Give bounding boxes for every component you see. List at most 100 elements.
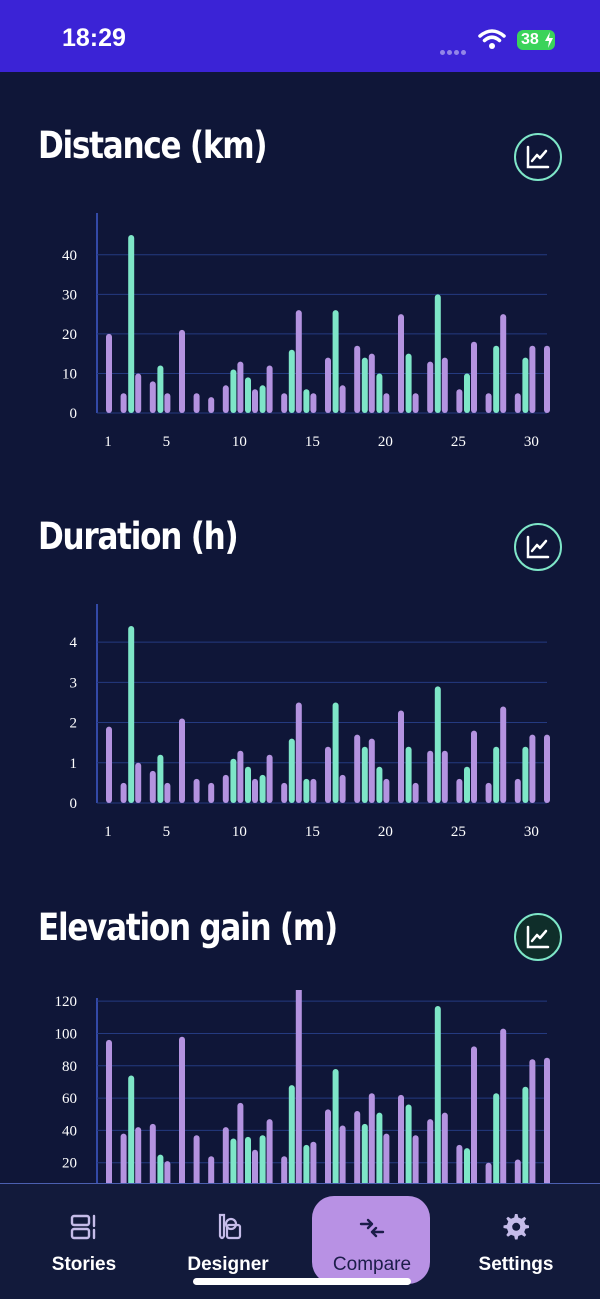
bar-series-1 — [120, 782, 127, 803]
bar-series-1 — [252, 1149, 258, 1183]
tab-designer[interactable]: Designer — [168, 1184, 288, 1299]
y-tick-label: 0 — [70, 406, 78, 422]
tab-settings-label: Settings — [478, 1254, 554, 1275]
bar-series-1 — [485, 1162, 492, 1183]
y-tick-label: 2 — [70, 716, 78, 732]
tab-compare-label: Compare — [332, 1254, 412, 1275]
bar-series-1 — [368, 738, 375, 803]
y-tick-label: 40 — [62, 248, 77, 264]
bar-series-1 — [354, 734, 361, 803]
y-tick-label: 30 — [62, 287, 77, 303]
duration-chart-toggle-button[interactable] — [514, 523, 562, 571]
bar-series-1 — [398, 314, 404, 413]
status-time: 18:29 — [62, 24, 126, 52]
bar-series-1 — [456, 1144, 463, 1183]
bar-series-1 — [471, 730, 477, 803]
charging-icon — [545, 32, 553, 48]
bar-series-1 — [383, 778, 390, 803]
bar-series-1 — [179, 1036, 185, 1183]
bar-series-1 — [544, 1057, 550, 1183]
bar-series-1 — [164, 393, 171, 413]
bar-series-1 — [237, 1102, 244, 1183]
bar-series-1 — [149, 381, 156, 413]
bar-series-1 — [427, 1119, 434, 1183]
bar-series-1 — [441, 750, 448, 803]
stories-icon — [70, 1214, 96, 1240]
line-chart-icon — [526, 925, 550, 949]
x-tick-label: 15 — [305, 434, 320, 450]
bar-series-1 — [514, 1159, 521, 1183]
y-tick-label: 60 — [62, 1091, 77, 1107]
bar-series-1 — [325, 357, 331, 413]
bar-series-1 — [485, 393, 492, 413]
bar-series-1 — [193, 393, 200, 413]
bar-series-2 — [332, 702, 339, 803]
bar-series-1 — [208, 1156, 215, 1183]
bar-series-2 — [361, 1123, 368, 1183]
x-tick-label: 30 — [524, 434, 539, 450]
tab-stories[interactable]: Stories — [24, 1184, 144, 1299]
bar-series-1 — [237, 361, 244, 413]
bar-series-1 — [354, 1111, 361, 1183]
bar-series-1 — [339, 774, 346, 803]
bar-series-1 — [529, 345, 536, 413]
y-tick-label: 120 — [55, 994, 78, 1010]
bar-series-2 — [493, 345, 500, 413]
tab-bar: Stories Designer Compare Settings — [0, 1183, 600, 1299]
x-tick-label: 1 — [104, 824, 112, 840]
bar-series-1 — [471, 1046, 477, 1183]
elevation-chart: 20 40 60 80 100 120 — [55, 990, 550, 1183]
bar-series-1 — [179, 329, 185, 413]
bar-series-1 — [398, 710, 404, 803]
bar-series-1 — [544, 345, 550, 413]
bar-series-2 — [361, 357, 368, 413]
x-tick-label: 25 — [451, 824, 466, 840]
bar-series-1 — [135, 373, 142, 413]
signal-icon — [440, 42, 468, 60]
bar-series-2 — [361, 746, 368, 803]
bar-series-1 — [310, 393, 317, 413]
bar-series-2 — [303, 1144, 310, 1183]
bar-series-1 — [529, 734, 536, 803]
tab-settings[interactable]: Settings — [456, 1184, 576, 1299]
bar-series-1 — [368, 353, 375, 413]
bar-series-2 — [157, 754, 164, 803]
selected-tab-highlight — [312, 1196, 430, 1284]
bar-series-2 — [332, 1069, 339, 1183]
bar-series-1 — [441, 1112, 448, 1183]
bar-series-2 — [493, 746, 500, 803]
bar-series-1 — [514, 393, 521, 413]
bar-series-1 — [222, 385, 229, 413]
x-tick-label: 5 — [163, 434, 171, 450]
bar-series-2 — [288, 738, 295, 803]
bar-series-2 — [245, 1136, 251, 1183]
tab-compare[interactable]: Compare — [312, 1184, 432, 1299]
bar-series-1 — [485, 782, 492, 803]
bar-series-1 — [222, 774, 229, 803]
bar-series-1 — [266, 1119, 273, 1183]
x-tick-label: 10 — [232, 824, 247, 840]
bar-series-1 — [281, 782, 288, 803]
elevation-chart-toggle-button[interactable] — [514, 913, 562, 961]
distance-chart-toggle-button[interactable] — [514, 133, 562, 181]
bar-series-1 — [427, 361, 434, 413]
tab-designer-label: Designer — [187, 1254, 269, 1275]
bar-series-1 — [135, 762, 142, 803]
y-tick-label: 4 — [70, 635, 78, 651]
home-indicator — [193, 1278, 411, 1285]
bar-series-1 — [295, 310, 302, 413]
y-tick-label: 40 — [62, 1123, 77, 1139]
bar-series-1 — [208, 782, 215, 803]
bar-series-1 — [106, 726, 112, 803]
bar-series-2 — [376, 766, 383, 803]
bar-series-2 — [288, 349, 295, 413]
bar-series-2 — [259, 1135, 266, 1183]
bar-series-2 — [128, 235, 135, 413]
distance-title: Distance (km) — [38, 124, 268, 167]
bar-series-2 — [464, 373, 470, 413]
bar-series-1 — [412, 782, 419, 803]
bar-series-1 — [310, 1141, 317, 1183]
designer-icon — [218, 1213, 242, 1240]
bar-series-1 — [325, 746, 331, 803]
